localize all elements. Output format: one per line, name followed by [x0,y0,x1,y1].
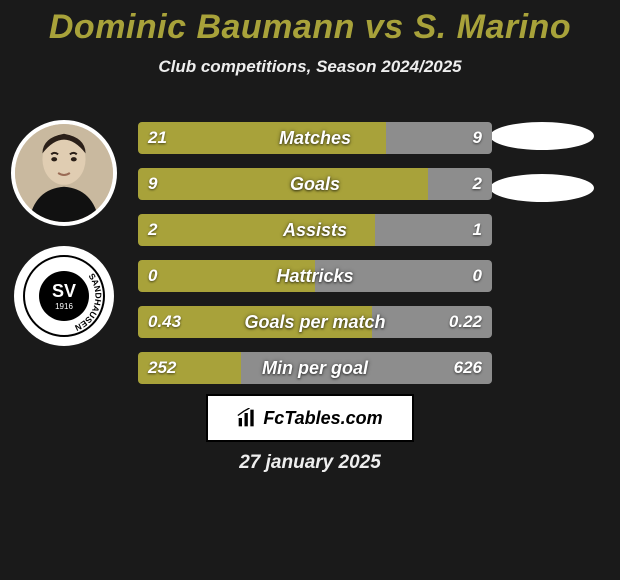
stat-row: 21Assists [138,214,492,246]
person-silhouette-icon [15,124,113,222]
svg-text:SANDHAUSEN: SANDHAUSEN [73,271,103,333]
stat-left-value: 0.43 [148,306,181,338]
left-column: SANDHAUSEN SV 1916 [4,120,124,346]
stat-bar-left-segment [138,168,428,200]
chart-bars-icon [237,408,257,428]
stat-row: 00Hattricks [138,260,492,292]
stat-bar-bg [138,306,492,338]
opponent-club-placeholder [490,174,594,202]
stat-bar-bg [138,214,492,246]
stat-bar-right-segment [428,168,492,200]
stat-bar-left-segment [138,122,386,154]
stat-right-value: 2 [473,168,482,200]
stat-bar-left-segment [138,260,315,292]
date-text: 27 january 2025 [0,452,620,474]
stat-left-value: 252 [148,352,176,384]
stat-bar-bg [138,122,492,154]
player-photo [11,120,117,226]
stat-right-value: 9 [473,122,482,154]
stat-bar-bg [138,168,492,200]
stat-row: 252626Min per goal [138,352,492,384]
stat-bar-left-segment [138,214,375,246]
stat-bar-bg [138,260,492,292]
stat-left-value: 0 [148,260,157,292]
title-player-right: S. Marino [414,8,572,46]
stat-row: 219Matches [138,122,492,154]
club-ring-text-icon: SANDHAUSEN [25,257,103,335]
stat-bar-right-segment [315,260,492,292]
stat-row: 92Goals [138,168,492,200]
title-player-left: Dominic Baumann [49,8,355,46]
comparison-card: Dominic Baumann vs S. Marino Club compet… [0,0,620,580]
stat-right-value: 0.22 [449,306,482,338]
attribution-text: FcTables.com [263,408,382,429]
page-title: Dominic Baumann vs S. Marino [0,8,620,47]
stat-right-value: 0 [473,260,482,292]
stat-left-value: 21 [148,122,167,154]
club-ring-text: SANDHAUSEN [73,271,103,333]
stat-bar-bg [138,352,492,384]
subtitle: Club competitions, Season 2024/2025 [0,57,620,77]
stat-left-value: 9 [148,168,157,200]
comparison-bars: 219Matches92Goals21Assists00Hattricks0.4… [138,122,492,398]
club-badge: SANDHAUSEN SV 1916 [14,246,114,346]
attribution-badge: FcTables.com [206,394,414,442]
stat-right-value: 1 [473,214,482,246]
opponent-photo-placeholder [490,122,594,150]
title-vs: vs [355,8,414,46]
club-badge-inner: SANDHAUSEN SV 1916 [23,255,105,337]
right-column [482,122,602,202]
stat-left-value: 2 [148,214,157,246]
stat-right-value: 626 [454,352,482,384]
stat-row: 0.430.22Goals per match [138,306,492,338]
